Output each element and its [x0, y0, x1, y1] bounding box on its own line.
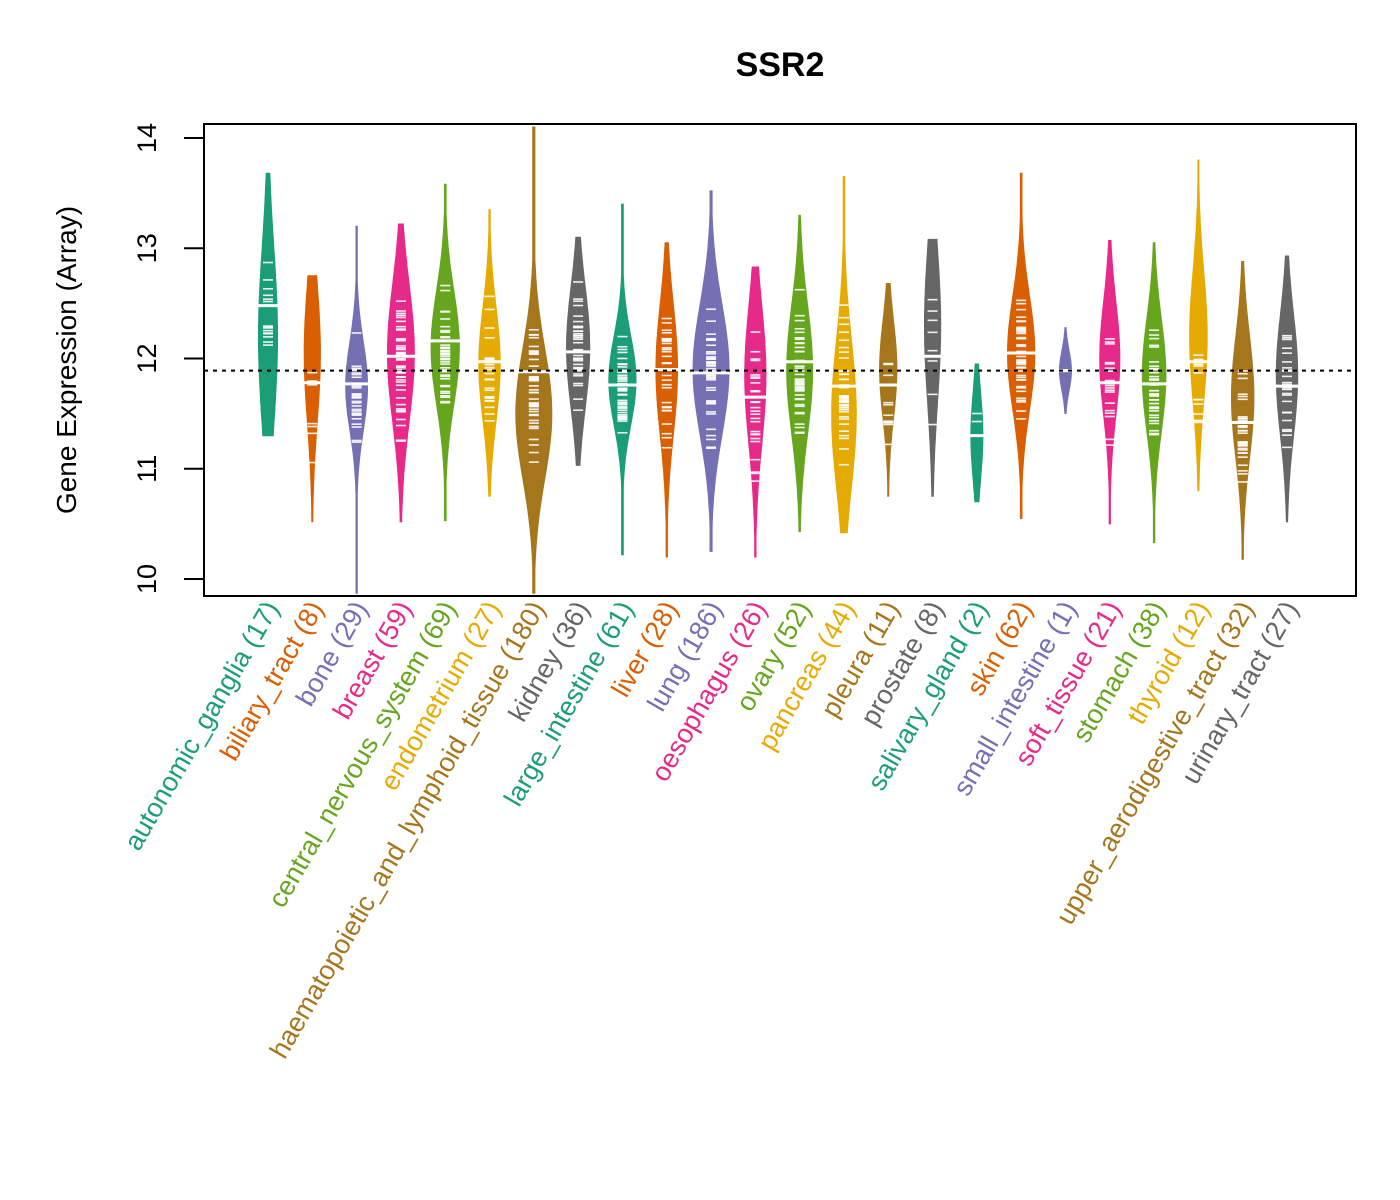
y-tick-label: 13	[132, 233, 162, 263]
violin-body	[1231, 261, 1255, 560]
violin-haematopoietic-and-lymphoid-tissue	[513, 126, 554, 594]
violin-pleura	[877, 283, 899, 497]
y-axis: 10 11 12 13 14	[132, 123, 204, 594]
violin-body	[924, 238, 942, 497]
violin-body	[1141, 242, 1167, 544]
y-tick-label: 14	[132, 123, 162, 153]
violin-body	[786, 214, 814, 533]
violin-endometrium	[476, 209, 503, 497]
violin-central-nervous-system	[429, 183, 462, 522]
y-tick-label: 11	[132, 455, 162, 483]
violin-biliary-tract	[302, 275, 323, 523]
violin-soft-tissue	[1097, 240, 1122, 525]
violin-pancreas	[829, 176, 859, 534]
violin-ovary	[784, 214, 815, 533]
violin-body	[831, 176, 857, 534]
violin-salivary-gland	[968, 363, 986, 503]
violin-urinary-tract	[1274, 255, 1300, 523]
violin-oesophagus	[742, 266, 768, 558]
violin-body	[744, 266, 767, 558]
violin-body	[478, 209, 501, 497]
violin-body	[303, 275, 321, 523]
violin-upper-aerodigestive-tract	[1229, 261, 1256, 560]
x-axis-labels: autonomic_ganglia (17)biliary_tract (8)b…	[118, 596, 1304, 1063]
violin-prostate	[922, 238, 943, 497]
violin-autonomic-ganglia	[256, 172, 280, 437]
y-tick-label: 10	[132, 564, 162, 594]
violin-large-intestine	[606, 203, 639, 556]
y-axis-label: Gene Expression (Array)	[51, 206, 82, 514]
violins	[256, 126, 1300, 594]
violin-kidney	[564, 236, 592, 466]
violin-breast	[385, 223, 417, 523]
violin-liver	[653, 242, 680, 558]
violin-stomach	[1140, 242, 1168, 544]
violin-body	[1189, 159, 1208, 492]
violin-body	[655, 242, 679, 558]
violin-bone	[343, 225, 370, 594]
violin-thyroid	[1187, 159, 1210, 492]
violin-skin	[1005, 172, 1037, 519]
y-tick-label: 12	[132, 343, 162, 373]
plot-frame	[203, 123, 1357, 597]
chart-title: SSR2	[736, 46, 825, 84]
violin-body	[879, 283, 898, 497]
violin-body	[970, 363, 984, 503]
